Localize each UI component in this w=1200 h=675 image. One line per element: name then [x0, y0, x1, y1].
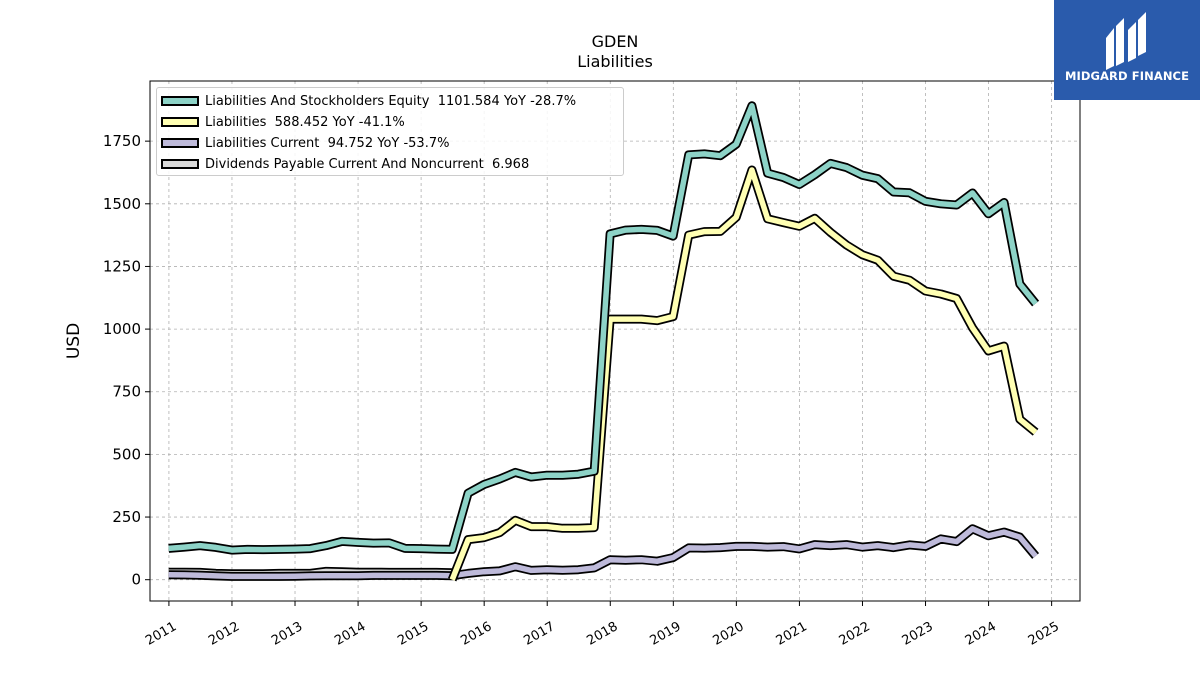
series-0 [168, 101, 1040, 555]
legend-swatch [161, 96, 199, 106]
logo: MIDGARD FINANCE [1054, 0, 1200, 100]
x-tick-label: 2021 [774, 619, 810, 649]
plot-frame [149, 80, 1081, 602]
x-tick-label: 2022 [837, 619, 873, 649]
series-line [449, 167, 1038, 581]
legend-item: Liabilities And Stockholders Equity 1101… [161, 92, 576, 110]
chart-subtitle: Liabilities [577, 52, 653, 71]
logo-text: MIDGARD FINANCE [1064, 69, 1190, 83]
series-1 [448, 165, 1039, 582]
legend-label: Liabilities Current 94.752 YoY -53.7% [205, 135, 450, 151]
y-tick-label: 1750 [103, 132, 141, 150]
legend-item: Liabilities 588.452 YoY -41.1% [161, 113, 405, 131]
x-tick-label: 2016 [458, 619, 494, 649]
y-tick-label: 1500 [103, 195, 141, 213]
x-tick-label: 2015 [395, 619, 431, 649]
series-outline [448, 165, 1039, 582]
x-tick-label: 2019 [647, 619, 683, 649]
y-tick-label: 1250 [103, 257, 141, 275]
y-tick-label: 0 [131, 571, 141, 589]
legend-item: Liabilities Current 94.752 YoY -53.7% [161, 134, 449, 152]
y-tick-label: 1000 [103, 320, 141, 338]
legend-label: Dividends Payable Current And Noncurrent… [205, 156, 530, 172]
x-tick-label: 2011 [143, 619, 179, 649]
legend-label: Liabilities 588.452 YoY -41.1% [205, 114, 405, 130]
legend: Liabilities And Stockholders Equity 1101… [156, 87, 624, 176]
x-tick-label: 2013 [269, 619, 305, 649]
legend-item: Dividends Payable Current And Noncurrent… [161, 155, 529, 173]
legend-swatch [161, 138, 199, 148]
series-line [168, 103, 1038, 553]
y-axis-label: USD [64, 323, 84, 359]
x-tick-label: 2020 [711, 619, 747, 649]
series-line [168, 526, 1038, 580]
y-tick-label: 750 [112, 383, 141, 401]
series-2 [168, 524, 1040, 581]
x-tick-label: 2023 [900, 619, 936, 649]
x-tick-label: 2014 [332, 619, 368, 649]
y-tick-label: 250 [112, 508, 141, 526]
series-lines [168, 101, 1040, 582]
x-tick-label: 2017 [521, 619, 557, 649]
y-tick-label: 500 [112, 445, 141, 463]
legend-label: Liabilities And Stockholders Equity 1101… [205, 93, 577, 109]
x-tick-label: 2024 [963, 619, 999, 649]
logo-mark-icon [1106, 12, 1146, 70]
x-tick-label: 2018 [584, 619, 620, 649]
legend-swatch [161, 159, 199, 169]
chart-title: GDEN [591, 32, 639, 51]
x-tick-label: 2012 [206, 619, 242, 649]
x-tick-label: 2025 [1026, 619, 1062, 649]
legend-swatch [161, 117, 199, 127]
